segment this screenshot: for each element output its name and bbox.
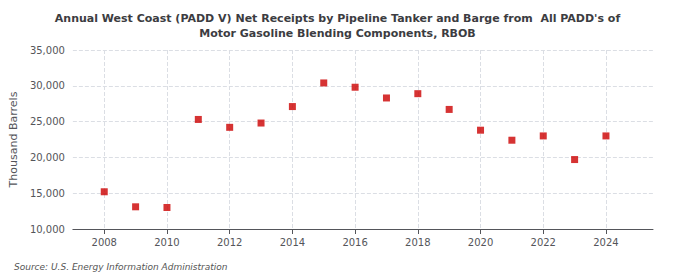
svg-text:Motor Gasoline Blending Compon: Motor Gasoline Blending Components, RBOB bbox=[199, 27, 475, 40]
svg-text:2010: 2010 bbox=[154, 237, 179, 248]
svg-text:25,000: 25,000 bbox=[30, 116, 65, 127]
svg-text:2008: 2008 bbox=[92, 237, 117, 248]
svg-text:2024: 2024 bbox=[593, 237, 618, 248]
svg-text:2018: 2018 bbox=[405, 237, 430, 248]
svg-text:20,000: 20,000 bbox=[30, 152, 65, 163]
svg-text:2012: 2012 bbox=[217, 237, 242, 248]
svg-text:30,000: 30,000 bbox=[30, 80, 65, 91]
svg-text:Annual West Coast (PADD V) Net: Annual West Coast (PADD V) Net Receipts … bbox=[55, 12, 621, 25]
svg-text:15,000: 15,000 bbox=[30, 188, 65, 199]
svg-text:Source: U.S. Energy Informatio: Source: U.S. Energy Information Administ… bbox=[14, 262, 228, 272]
svg-text:35,000: 35,000 bbox=[30, 45, 65, 56]
svg-text:2016: 2016 bbox=[342, 237, 367, 248]
svg-text:10,000: 10,000 bbox=[30, 224, 65, 235]
svg-text:Thousand Barrels: Thousand Barrels bbox=[7, 91, 20, 188]
svg-text:2020: 2020 bbox=[468, 237, 493, 248]
svg-text:2014: 2014 bbox=[280, 237, 305, 248]
svg-text:2022: 2022 bbox=[531, 237, 556, 248]
